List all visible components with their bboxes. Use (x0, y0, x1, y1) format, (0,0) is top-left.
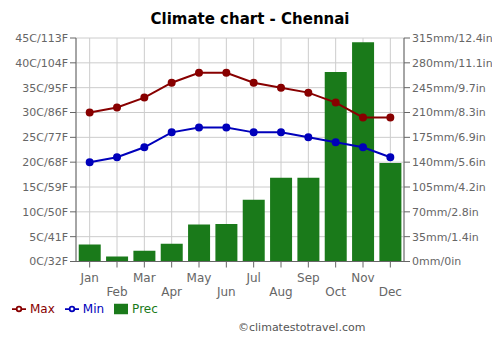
svg-text:315mm/12.4in: 315mm/12.4in (412, 32, 492, 45)
svg-text:Apr: Apr (161, 285, 182, 299)
html-text:Min: Min (82, 301, 105, 316)
svg-text:Feb: Feb (106, 285, 127, 299)
html-text:©climatestotravel.com: ©climatestotravel.com (238, 321, 366, 334)
svg-text:Oct: Oct (325, 285, 346, 299)
svg-text:25C/77F: 25C/77F (22, 131, 68, 144)
svg-text:20C/68F: 20C/68F (22, 156, 68, 169)
svg-text:0C/32F: 0C/32F (29, 255, 68, 268)
svg-text:280mm/11.1in: 280mm/11.1in (412, 57, 492, 70)
svg-text:Dec: Dec (379, 285, 402, 299)
svg-text:30C/86F: 30C/86F (22, 106, 68, 119)
svg-text:Sep: Sep (297, 271, 320, 285)
svg-text:40C/104F: 40C/104F (15, 57, 68, 70)
svg-text:Jan: Jan (79, 271, 99, 285)
html-text:Max: Max (30, 301, 55, 316)
svg-text:5C/41F: 5C/41F (29, 231, 68, 244)
svg-text:May: May (187, 271, 212, 285)
svg-text:15C/59F: 15C/59F (22, 181, 68, 194)
svg-text:140mm/5.6in: 140mm/5.6in (412, 156, 486, 169)
svg-text:Jul: Jul (245, 271, 260, 285)
svg-text:Mar: Mar (133, 271, 156, 285)
svg-text:Nov: Nov (351, 271, 374, 285)
svg-text:105mm/4.2in: 105mm/4.2in (412, 181, 486, 194)
svg-text:35C/95F: 35C/95F (22, 82, 68, 95)
svg-text:0mm/0in: 0mm/0in (412, 255, 461, 268)
svg-text:70mm/2.8in: 70mm/2.8in (412, 206, 479, 219)
svg-text:45C/113F: 45C/113F (15, 32, 68, 45)
svg-text:Jun: Jun (216, 285, 236, 299)
html-text:Prec: Prec (132, 301, 158, 316)
html-text:Climate chart - Chennai: Climate chart - Chennai (150, 10, 350, 28)
svg-text:35mm/1.4in: 35mm/1.4in (412, 231, 479, 244)
svg-text:175mm/6.9in: 175mm/6.9in (412, 131, 486, 144)
svg-text:10C/50F: 10C/50F (22, 206, 68, 219)
svg-text:210mm/8.3in: 210mm/8.3in (412, 106, 486, 119)
svg-text:Aug: Aug (269, 285, 292, 299)
svg-text:245mm/9.7in: 245mm/9.7in (412, 82, 486, 95)
